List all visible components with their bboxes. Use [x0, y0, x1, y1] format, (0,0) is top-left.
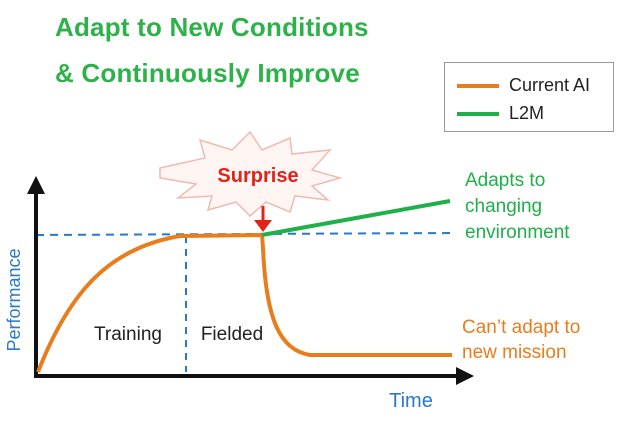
y-axis-label: Performance: [4, 248, 24, 351]
legend-swatch-current-ai: [457, 83, 499, 88]
title-line-1: Adapt to New Conditions: [55, 12, 369, 42]
y-axis-arrowhead: [27, 176, 45, 194]
cant-adapt-line-2: new mission: [462, 342, 567, 363]
current-ai-curve: [36, 233, 452, 373]
adapts-line-3: environment: [465, 222, 570, 243]
x-axis-label: Time: [389, 390, 433, 412]
legend-item-current-ai: Current AI: [457, 75, 590, 96]
training-label: Training: [94, 324, 162, 345]
x-axis-arrowhead: [456, 367, 474, 385]
adapts-line-2: changing: [465, 196, 542, 217]
legend-swatch-l2m: [457, 111, 499, 116]
legend-item-l2m: L2M: [457, 103, 544, 124]
fielded-label: Fielded: [201, 324, 263, 345]
title-line-2: & Continuously Improve: [55, 58, 360, 88]
l2m-line: [261, 199, 451, 237]
surprise-arrow-head: [254, 220, 272, 232]
surprise-label: Surprise: [217, 165, 298, 187]
cant-adapt-line-1: Can’t adapt to: [462, 317, 580, 338]
surprise-burst-shape: [159, 130, 343, 218]
adapts-line-1: Adapts to: [465, 170, 545, 191]
legend-label-l2m: L2M: [509, 103, 545, 123]
legend: Current AI L2M: [444, 62, 614, 132]
legend-label-current-ai: Current AI: [509, 75, 591, 95]
